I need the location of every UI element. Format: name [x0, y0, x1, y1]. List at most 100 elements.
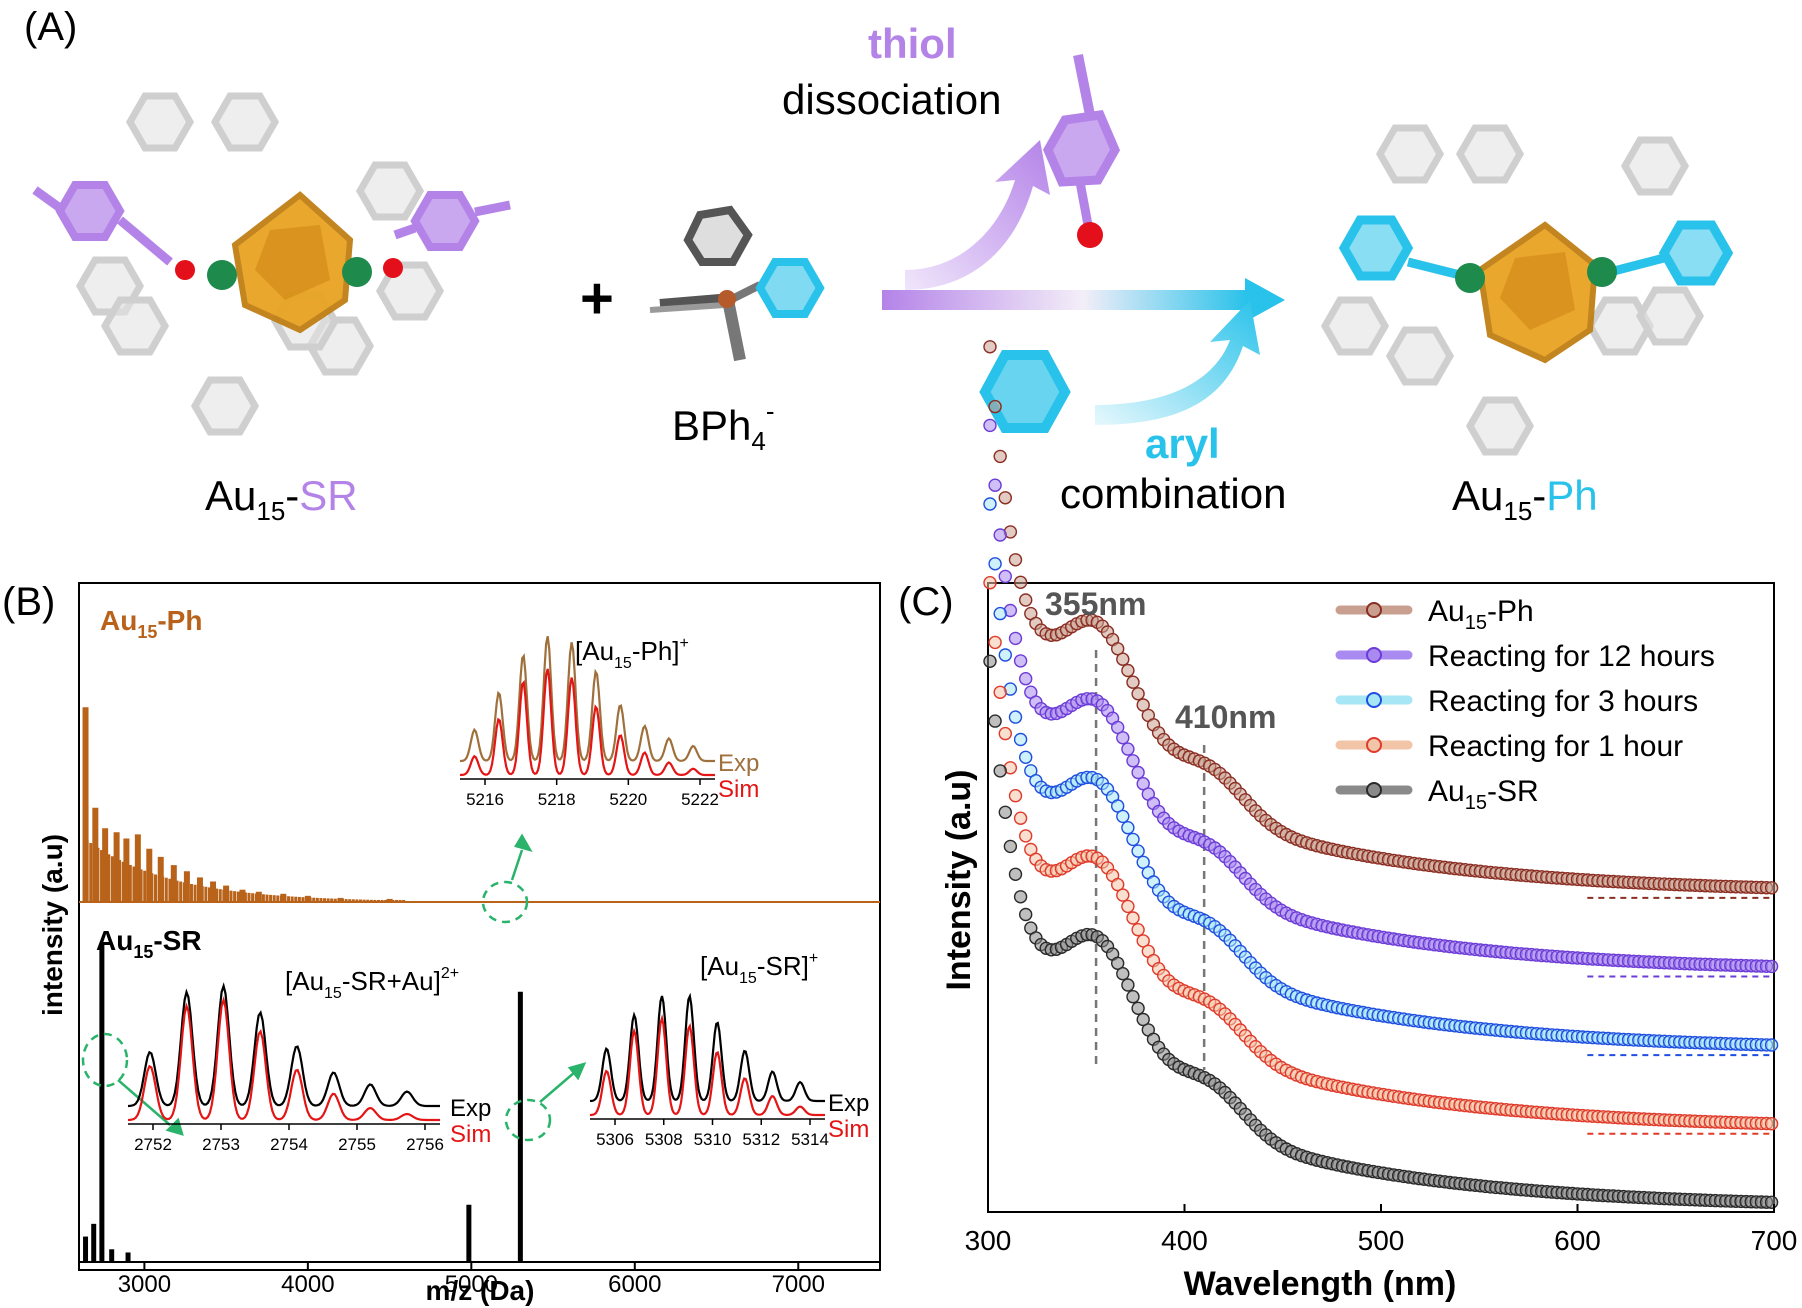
product-label: Au15-Ph	[1452, 472, 1598, 526]
combination-word: combination	[1060, 470, 1286, 517]
annotation-355nm: 355nm	[1045, 586, 1146, 622]
uv-data-point	[1013, 811, 1028, 825]
uv-data-point	[993, 606, 1007, 621]
uv-data-point	[1136, 777, 1150, 791]
inset-curve	[459, 668, 715, 777]
uv-data-point	[998, 569, 1012, 584]
annotation-410nm: 410nm	[1175, 699, 1276, 735]
uv-data-point	[1013, 575, 1028, 589]
uv-data-point	[1110, 720, 1125, 735]
uv-data-point	[1764, 881, 1779, 895]
inset-title: [Au15-Ph]+	[575, 635, 689, 672]
uv-data-point	[1018, 829, 1033, 843]
uv-data-point	[1116, 652, 1130, 666]
inset-tick-label: 2756	[406, 1135, 444, 1154]
panel-c-ylabel: Intensity (a.u)	[940, 769, 978, 990]
panel-b-ylabel: intensity (a.u)	[37, 834, 68, 1016]
inset-exp-label: Exp	[828, 1090, 869, 1117]
uv-data-point	[1116, 731, 1130, 745]
inset-tick-label: 5306	[596, 1130, 634, 1149]
uv-data-point	[1008, 867, 1023, 881]
uv-data-point	[983, 340, 997, 354]
panel-b-xlabel: m/z (Da)	[426, 1275, 535, 1306]
uv-data-point	[1110, 799, 1125, 813]
inset-tick-label: 5216	[466, 790, 504, 809]
inset-tick-label: 2752	[134, 1135, 172, 1154]
inset-tick-label: 5314	[791, 1130, 829, 1149]
inset-curve	[127, 996, 440, 1122]
inset-tick-label: 5308	[645, 1130, 683, 1149]
uv-data-point	[1136, 934, 1150, 948]
panel-b: (B) 3000 4000 5000 6000 7000 m/z (Da) intens…	[2, 580, 881, 1306]
inset-tick-label: 2753	[202, 1135, 240, 1154]
uv-data-point	[1131, 765, 1145, 780]
uv-data-point	[1131, 1001, 1145, 1015]
panel-a-label: (A)	[24, 5, 77, 49]
x-tick-label: 700	[1751, 1225, 1798, 1256]
legend-entry: Reacting for 3 hours	[1428, 685, 1698, 718]
uv-data-point	[1121, 899, 1135, 914]
legend-swatch-marker	[1366, 782, 1382, 798]
inset-tick-label: 5310	[694, 1130, 732, 1149]
uv-data-point	[983, 654, 997, 668]
uv-data-point	[1116, 888, 1130, 902]
aryl-curved-arrow	[1095, 300, 1260, 425]
inset-exp-label: Exp	[718, 750, 759, 777]
legend-swatch-marker	[1366, 737, 1382, 753]
inset-curve	[459, 635, 715, 763]
uv-data-point	[983, 418, 997, 433]
panel-a: (A)	[24, 5, 1734, 526]
x-tick-label: 500	[1358, 1225, 1405, 1256]
uv-data-point	[998, 805, 1012, 819]
callout-arrows	[117, 833, 587, 1136]
uv-data-point	[1764, 1038, 1779, 1052]
uv-data-point	[1131, 923, 1145, 937]
inset-callouts	[81, 880, 552, 1142]
uv-data-point	[1131, 687, 1145, 701]
uv-data-point	[1013, 654, 1028, 668]
reaction-arrow	[882, 278, 1285, 322]
x-tick-label: 400	[1161, 1225, 1208, 1256]
uv-data-point	[1121, 978, 1135, 992]
inset-title: [Au15-SR]+	[700, 950, 818, 987]
inset-exp-label: Exp	[450, 1095, 491, 1122]
uv-data-point	[1126, 754, 1140, 768]
legend-swatch-marker	[1366, 692, 1382, 708]
uv-data-point	[993, 764, 1007, 778]
panel-b-traces	[79, 707, 880, 1263]
thiol-curved-arrow	[905, 140, 1050, 290]
x-tick-label: 6000	[608, 1271, 661, 1298]
uv-data-point	[993, 449, 1007, 464]
inset-tick-label: 2755	[338, 1135, 376, 1154]
inset-sim-label: Sim	[828, 1116, 869, 1143]
uv-data-point	[1121, 821, 1135, 835]
uv-data-point	[1013, 732, 1028, 747]
uv-data-point	[1121, 742, 1135, 756]
product-cluster-illustration	[1320, 124, 1734, 456]
legend-entry: Reacting for 1 hour	[1428, 730, 1683, 763]
free-thiol-molecule	[1042, 54, 1121, 248]
x-tick-label: 3000	[118, 1271, 171, 1298]
plus-sign: +	[580, 266, 614, 331]
inset-tick-label: 5220	[609, 790, 647, 809]
legend-entry: Au15-Ph	[1428, 595, 1534, 634]
uv-data-point	[988, 399, 1002, 414]
inset-tick-label: 5218	[538, 790, 576, 809]
uv-data-point	[1136, 698, 1150, 712]
inset-sim-label: Sim	[450, 1121, 491, 1148]
legend-entry: Au15-SR	[1428, 775, 1539, 814]
panel-c-series	[983, 340, 1779, 1210]
uv-data-point	[998, 648, 1012, 662]
uv-data-point	[1003, 839, 1018, 854]
uv-data-point	[1110, 877, 1125, 892]
inset-tick-label: 5222	[681, 790, 719, 809]
legend-swatch-marker	[1366, 647, 1382, 663]
uv-data-point	[1116, 809, 1130, 824]
uv-data-point	[1018, 593, 1033, 607]
inset-curve	[127, 982, 440, 1108]
uv-data-point	[988, 714, 1002, 728]
free-aryl-ring	[979, 350, 1071, 433]
